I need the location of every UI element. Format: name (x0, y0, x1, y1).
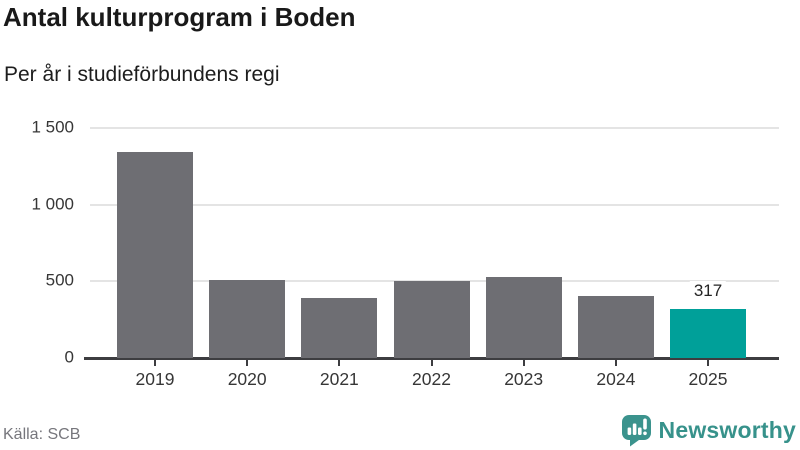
x-axis-label-2022: 2022 (412, 369, 451, 389)
x-axis-tick (338, 359, 341, 366)
bar-value-label: 317 (689, 281, 727, 302)
newsworthy-logo-text: Newsworthy (658, 417, 796, 443)
bar-2025 (670, 309, 747, 358)
gridline-1000 (90, 203, 779, 206)
bar-2022 (393, 280, 470, 358)
chart-subtitle: Per år i studieförbundens regi (4, 63, 280, 86)
y-axis-tick-label: 1 500 (31, 117, 74, 137)
x-axis-tick (707, 359, 710, 366)
bar-2021 (301, 298, 378, 358)
source-label: Källa: SCB (3, 426, 81, 443)
x-axis-line (84, 357, 779, 360)
bar-2019 (117, 151, 193, 358)
newsworthy-speech-bubble-bar-chart-icon (621, 415, 651, 447)
x-axis-tick (154, 359, 156, 366)
y-axis-tick-label: 0 (64, 347, 74, 367)
newsworthy-logo: Newsworthy (621, 414, 796, 447)
x-axis-label-2025: 2025 (688, 369, 728, 389)
bar-2023 (485, 276, 562, 358)
gridline-1500 (90, 127, 779, 129)
x-axis-tick (614, 359, 617, 366)
plot-area: 2019 2020 2021 2022 2023 2024 2025 317 (84, 127, 779, 389)
x-axis-tick (522, 359, 525, 366)
x-axis-label-2023: 2023 (504, 369, 544, 389)
x-axis-tick (430, 359, 433, 366)
x-axis-label-2020: 2020 (227, 369, 267, 389)
x-axis-tick (246, 359, 249, 366)
y-axis-tick-label: 500 (45, 270, 74, 290)
x-axis-label-2021: 2021 (319, 369, 359, 389)
bar-2020 (209, 279, 286, 358)
chart-title: Antal kulturprogram i Boden (3, 2, 356, 32)
x-axis-label-2024: 2024 (596, 369, 636, 389)
x-axis-label-2019: 2019 (135, 369, 175, 389)
y-axis-labels: 0 500 1 000 1 500 (0, 118, 90, 367)
y-axis-tick-label: 1 000 (31, 194, 74, 214)
bar-2024 (577, 295, 654, 358)
